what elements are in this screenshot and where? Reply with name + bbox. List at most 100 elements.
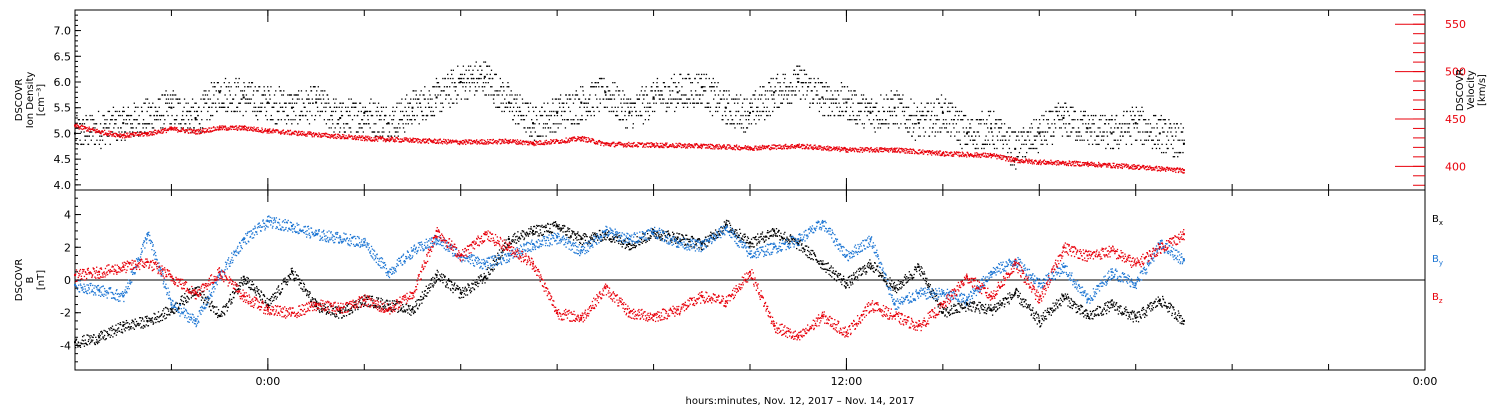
data-point	[120, 133, 122, 135]
data-point	[558, 102, 561, 104]
data-point	[503, 90, 505, 92]
data-point	[552, 123, 555, 125]
data-point	[877, 127, 879, 129]
data-point	[104, 143, 107, 146]
data-point	[902, 150, 904, 152]
data-point	[441, 143, 444, 145]
data-point	[1125, 123, 1127, 125]
data-point	[80, 143, 82, 146]
data-point	[431, 140, 433, 142]
data-point	[343, 134, 345, 136]
data-point	[593, 114, 596, 117]
data-point	[842, 149, 845, 151]
data-point	[129, 114, 131, 117]
data-point	[195, 119, 197, 121]
data-point	[137, 106, 139, 108]
data-point	[1024, 139, 1026, 141]
data-point	[324, 134, 326, 136]
data-point	[465, 143, 467, 146]
data-point	[743, 131, 745, 133]
data-point	[348, 98, 350, 100]
data-point	[1074, 110, 1076, 113]
data-point	[882, 150, 885, 153]
data-point	[598, 77, 601, 80]
data-point	[1112, 147, 1114, 150]
data-point	[559, 98, 561, 100]
data-point	[258, 131, 260, 133]
data-point	[552, 102, 554, 104]
data-point	[454, 90, 456, 92]
data-point	[487, 139, 489, 141]
data-point	[187, 102, 189, 104]
data-point	[1138, 114, 1140, 117]
data-point	[590, 86, 592, 88]
data-point	[980, 153, 982, 155]
data-point	[131, 127, 133, 129]
data-point	[931, 110, 933, 113]
data-point	[444, 141, 446, 143]
data-point	[250, 86, 252, 88]
data-point	[451, 139, 454, 141]
data-point	[422, 138, 424, 141]
data-point	[609, 98, 611, 100]
data-point	[1038, 127, 1040, 129]
data-point	[1110, 147, 1112, 150]
data-point	[183, 130, 186, 132]
data-point	[126, 135, 128, 138]
data-point	[462, 86, 464, 88]
data-point	[622, 146, 625, 148]
data-point	[174, 119, 176, 121]
data-point	[879, 127, 882, 129]
data-point	[450, 140, 452, 142]
data-point	[514, 140, 516, 142]
data-point	[918, 127, 921, 129]
data-point	[541, 114, 544, 117]
data-point	[923, 153, 925, 155]
data-point	[93, 119, 95, 121]
data-point	[883, 98, 885, 100]
data-point	[1023, 143, 1025, 146]
data-point	[1001, 135, 1003, 137]
data-point	[171, 126, 173, 129]
data-point	[177, 131, 179, 133]
data-point	[237, 82, 239, 84]
data-point	[210, 114, 212, 117]
data-point	[151, 134, 154, 136]
data-point	[827, 145, 829, 147]
data-point	[81, 128, 83, 131]
data-point	[1024, 156, 1027, 158]
data-point	[1175, 123, 1178, 125]
data-point	[664, 86, 667, 88]
data-point	[323, 135, 325, 137]
data-point	[676, 86, 678, 88]
data-point	[1002, 143, 1005, 146]
data-point	[1154, 143, 1156, 146]
data-point	[357, 136, 359, 139]
data-point	[202, 130, 204, 132]
data-point	[972, 139, 974, 141]
data-point	[140, 106, 143, 108]
data-point	[759, 86, 761, 88]
data-point	[647, 102, 649, 104]
data-point	[498, 94, 500, 96]
data-point	[588, 110, 590, 113]
data-point	[423, 98, 426, 100]
data-point	[1160, 119, 1162, 121]
data-point	[745, 114, 747, 117]
data-point	[462, 65, 465, 67]
data-point	[1083, 139, 1085, 141]
data-point	[899, 151, 901, 153]
data-point	[1011, 131, 1013, 133]
data-point	[966, 156, 968, 158]
data-point	[696, 143, 698, 146]
data-point	[526, 102, 528, 104]
data-point	[898, 127, 900, 129]
data-point	[470, 73, 472, 76]
data-point	[89, 131, 91, 133]
data-point	[255, 130, 257, 132]
data-point	[985, 123, 988, 125]
data-point	[369, 127, 371, 129]
data-point	[489, 73, 491, 76]
data-point	[235, 77, 237, 80]
data-point	[555, 98, 558, 100]
